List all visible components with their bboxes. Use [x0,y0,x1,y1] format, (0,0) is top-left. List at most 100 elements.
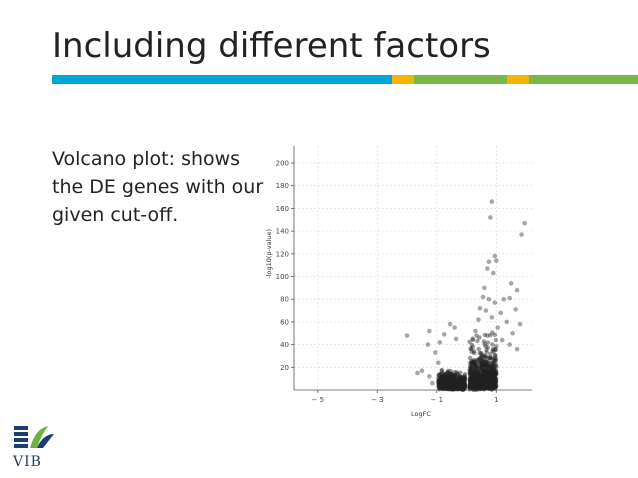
data-point [470,380,475,386]
data-point [473,379,479,385]
data-point [471,377,477,382]
data-point [456,378,462,383]
data-point [475,357,480,363]
data-point [460,378,465,383]
data-point [492,380,498,386]
data-point [467,376,473,382]
data-point [484,359,489,364]
data-point [461,386,466,391]
data-point [492,385,497,390]
data-point [478,386,483,391]
data-point [459,384,464,389]
data-point [459,379,465,385]
data-point [484,350,489,355]
data-point [468,378,474,383]
data-point [486,386,491,391]
data-point [473,369,478,374]
data-point [490,371,495,377]
data-point [489,378,494,383]
data-point [473,362,478,368]
data-point [458,382,464,388]
data-point [482,381,487,386]
data-point [476,346,481,352]
data-point [440,381,445,386]
data-point [491,378,497,383]
data-point [483,384,489,389]
data-point [487,386,492,392]
accent-bar-segment [507,75,529,84]
data-point [438,383,443,388]
accent-bar-segment [528,75,638,84]
data-point [446,384,452,389]
data-point [472,386,478,391]
data-point [480,359,486,364]
data-point [491,383,497,389]
data-point [448,380,453,385]
data-point [493,368,499,373]
data-point [442,377,448,382]
data-point [451,384,456,389]
x-tick-label: − 3 [371,396,384,404]
data-point [475,369,481,374]
data-point [458,384,463,389]
data-point [441,383,447,388]
data-point [462,385,468,390]
data-point [474,381,480,386]
data-point [472,350,477,356]
data-point [490,330,495,335]
data-point [445,380,451,385]
data-point [455,386,460,392]
data-point [461,383,467,388]
x-tick-label: − 1 [431,396,444,404]
data-point [444,385,449,390]
data-point [458,383,463,388]
data-point [483,369,489,375]
data-point [486,379,492,385]
data-point [475,382,480,388]
data-point [452,374,457,379]
data-point [473,379,479,384]
data-point [482,362,487,368]
data-point [442,377,447,382]
data-point [488,380,493,385]
data-point [437,383,442,388]
data-point [492,377,498,383]
data-point [470,359,476,365]
data-point [494,344,499,349]
data-point [469,384,474,389]
data-point [438,378,443,384]
data-point [478,357,483,362]
data-point [479,363,484,368]
data-point [492,384,497,389]
data-point [473,376,479,381]
data-point [471,370,476,376]
data-point [462,375,467,381]
data-point [455,381,460,386]
data-point [468,385,473,391]
volcano-plot: 20 40 60 80 100 120 140 160 180 200 − 5 − 3 − 1 1 LogF… [265,146,532,418]
data-point [467,384,472,390]
data-point [480,377,485,382]
data-point [478,361,484,367]
data-point [448,377,454,382]
data-point [474,382,479,387]
data-point [467,381,473,387]
data-point [453,385,458,390]
data-point [491,386,497,391]
data-point [447,380,452,386]
data-point [462,375,468,381]
data-point [447,379,452,384]
data-point [452,383,457,389]
data-point [474,376,480,381]
data-point [478,386,483,391]
data-point [491,374,496,379]
data-point [470,383,475,388]
data-point [443,383,448,388]
data-point [477,379,483,384]
data-point [485,366,490,371]
data-point [483,383,489,388]
data-point [436,382,442,387]
data-point [471,358,477,364]
data-point [452,377,457,382]
data-point [489,379,494,385]
